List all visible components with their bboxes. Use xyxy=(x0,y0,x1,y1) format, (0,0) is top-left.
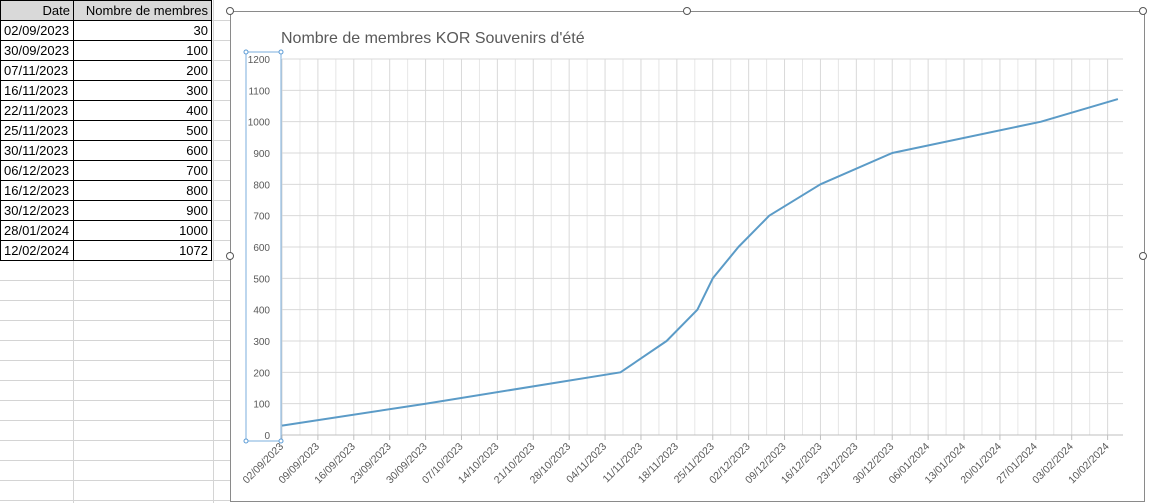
y-tick-label: 200 xyxy=(253,368,270,379)
y-tick-label: 600 xyxy=(253,243,270,254)
chart-resize-handle[interactable] xyxy=(1139,251,1147,260)
cell-date[interactable]: 25/11/2023 xyxy=(0,120,74,141)
y-tick-label: 900 xyxy=(253,149,270,160)
cell-members[interactable]: 1000 xyxy=(73,220,212,241)
data-point[interactable] xyxy=(695,307,700,312)
cell-date[interactable]: 30/11/2023 xyxy=(0,140,74,161)
table-row: 30/12/2023 900 xyxy=(0,200,212,221)
cell-members[interactable]: 800 xyxy=(73,180,212,201)
y-axis-selection-handle[interactable] xyxy=(243,49,249,55)
table-row: 25/11/2023 500 xyxy=(0,120,212,141)
y-tick-label: 700 xyxy=(253,212,270,223)
table-row: 12/02/2024 1072 xyxy=(0,240,212,261)
y-axis-selection-handle[interactable] xyxy=(278,438,284,444)
y-tick-label: 1100 xyxy=(248,86,270,97)
cell-date[interactable]: 06/12/2023 xyxy=(0,160,74,181)
y-tick-label: 100 xyxy=(253,400,270,411)
table-header-row: Date Nombre de membres xyxy=(0,0,212,21)
y-tick-label: 300 xyxy=(253,337,270,348)
table-row: 22/11/2023 400 xyxy=(0,100,212,121)
cell-date[interactable]: 02/09/2023 xyxy=(0,20,74,41)
data-point[interactable] xyxy=(664,339,669,344)
data-point[interactable] xyxy=(1038,119,1043,124)
chart-resize-handle[interactable] xyxy=(226,251,234,260)
data-point[interactable] xyxy=(890,151,895,156)
table-row: 16/11/2023 300 xyxy=(0,80,212,101)
cell-members[interactable]: 500 xyxy=(73,120,212,141)
cell-date[interactable]: 30/09/2023 xyxy=(0,40,74,61)
series-line[interactable] xyxy=(281,98,1119,427)
cell-members[interactable]: 900 xyxy=(73,200,212,221)
chart-resize-handle[interactable] xyxy=(682,7,691,15)
data-point[interactable] xyxy=(423,401,428,406)
chart-title[interactable]: Nombre de membres KOR Souvenirs d'été xyxy=(281,30,585,47)
table-row: 30/11/2023 600 xyxy=(0,140,212,161)
cell-members[interactable]: 400 xyxy=(73,100,212,121)
cell-members[interactable]: 600 xyxy=(73,140,212,161)
y-axis-selection-handle[interactable] xyxy=(243,438,249,444)
data-point[interactable] xyxy=(736,245,741,250)
table-row: 30/09/2023 100 xyxy=(0,40,212,61)
y-axis-selection-handle[interactable] xyxy=(278,49,284,55)
data-point[interactable] xyxy=(280,423,285,428)
cell-members[interactable]: 100 xyxy=(73,40,212,61)
cell-date[interactable]: 12/02/2024 xyxy=(0,240,74,261)
data-point[interactable] xyxy=(710,276,715,281)
table-row: 06/12/2023 700 xyxy=(0,160,212,181)
cell-date[interactable]: 30/12/2023 xyxy=(0,200,74,221)
data-point[interactable] xyxy=(767,213,772,218)
header-members[interactable]: Nombre de membres xyxy=(73,0,212,21)
cell-date[interactable]: 22/11/2023 xyxy=(0,100,74,121)
cell-date[interactable]: 16/11/2023 xyxy=(0,80,74,101)
table-row: 28/01/2024 1000 xyxy=(0,220,212,241)
chart-area[interactable] xyxy=(230,11,1145,502)
cell-date[interactable]: 28/01/2024 xyxy=(0,220,74,241)
cell-members[interactable]: 300 xyxy=(73,80,212,101)
header-date[interactable]: Date xyxy=(0,0,74,21)
table-row: 02/09/2023 30 xyxy=(0,20,212,41)
cell-date[interactable]: 16/12/2023 xyxy=(0,180,74,201)
y-tick-label: 500 xyxy=(253,274,270,285)
cell-date[interactable]: 07/11/2023 xyxy=(0,60,74,81)
y-tick-label: 1200 xyxy=(248,55,271,66)
cell-members[interactable]: 30 xyxy=(73,20,212,41)
y-axis-selection-box[interactable] xyxy=(245,51,282,442)
table-row: 07/11/2023 200 xyxy=(0,60,212,81)
data-point[interactable] xyxy=(818,182,823,187)
y-tick-label: 0 xyxy=(264,431,270,442)
cell-members[interactable]: 700 xyxy=(73,160,212,181)
chart-resize-handle[interactable] xyxy=(1139,7,1147,15)
y-tick-label: 400 xyxy=(253,306,270,317)
chart-resize-handle[interactable] xyxy=(226,7,234,15)
cell-members[interactable]: 200 xyxy=(73,60,212,81)
data-point[interactable] xyxy=(618,370,623,375)
line-chart[interactable]: Nombre de membres KOR Souvenirs d'été 0 10… xyxy=(230,11,1143,500)
data-table: Date Nombre de membres 02/09/2023 30 30/09… xyxy=(0,0,212,261)
cell-members[interactable]: 1072 xyxy=(73,240,212,261)
y-tick-label: 800 xyxy=(253,180,270,191)
data-point[interactable] xyxy=(1115,97,1120,102)
y-tick-label: 1000 xyxy=(248,118,271,129)
table-row: 16/12/2023 800 xyxy=(0,180,212,201)
